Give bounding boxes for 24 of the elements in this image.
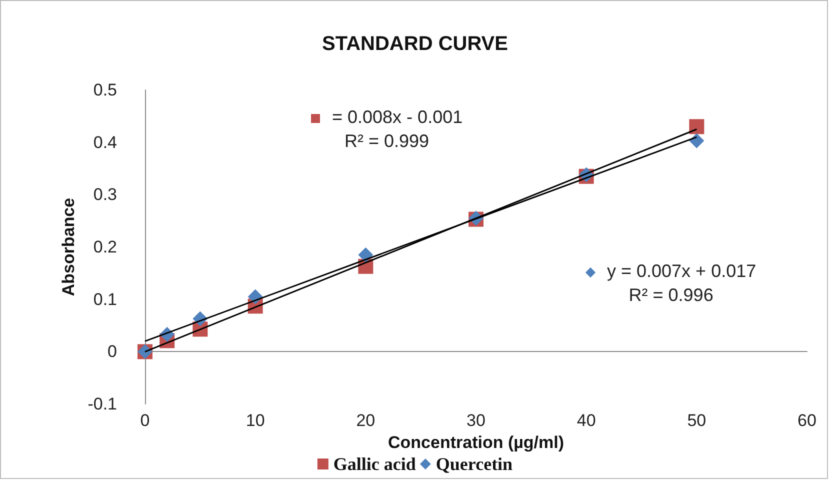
point [689,133,704,148]
chart-title: STANDARD CURVE [322,33,508,55]
point [689,119,704,134]
x-tick-label: 20 [356,411,376,430]
x-axis-title: Concentration (µg/ml) [388,432,564,452]
x-tick-label: 50 [687,411,706,430]
legend-label: Quercetin [436,454,513,474]
annotation: y = 0.007x + 0.017 R² = 0.996 [606,260,756,307]
y-tick-label: 0.2 [93,238,117,256]
y-tick-label: 0.1 [93,290,117,309]
y-tick-label: -0.1 [88,394,117,414]
x-tick-label: 0 [140,411,150,430]
x-tick-label: 10 [246,411,265,430]
y-tick-label: 0.3 [93,185,117,204]
y-tick-label: 0.4 [93,132,117,152]
x-tick-label: 40 [576,411,596,430]
x-tick-label: 60 [798,411,816,430]
y-tick-label: 0.5 [93,80,117,100]
annotation: = 0.008x - 0.001 R² = 0.999 [331,106,463,153]
y-tick-label: 0 [108,342,117,362]
point [358,247,374,262]
legend-label: Gallic acid [333,454,416,474]
x-tick-label: 30 [466,411,486,430]
y-axis-title: Absorbance [58,198,78,296]
